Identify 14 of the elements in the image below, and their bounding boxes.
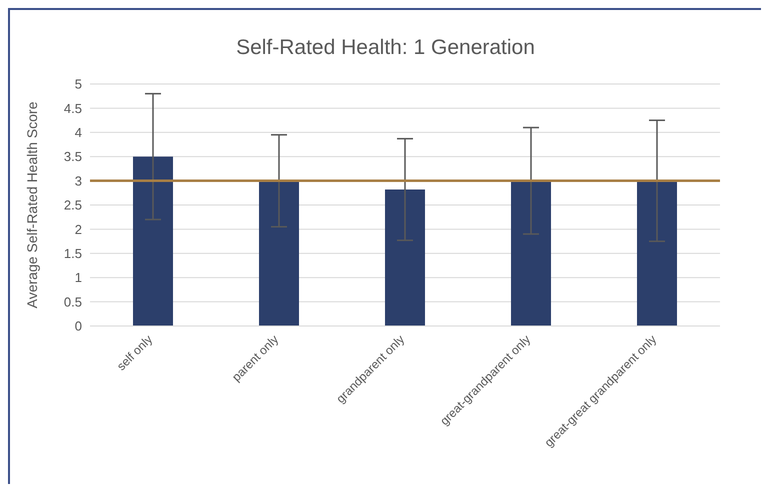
y-tick-label: 3 <box>74 173 82 188</box>
y-tick-label: 3.5 <box>64 149 82 164</box>
y-tick-label: 1.5 <box>64 246 82 262</box>
chart-title: Self-Rated Health: 1 Generation <box>235 36 536 61</box>
x-tick-label: self only <box>114 332 156 374</box>
y-tick-label: 4.5 <box>64 100 82 116</box>
y-tick-label: 4 <box>74 125 82 140</box>
y-tick-label: 2.5 <box>64 198 82 213</box>
y-tick-label: 0.5 <box>64 294 82 310</box>
y-tick-label: 5 <box>74 76 82 92</box>
y-tick-label: 2 <box>74 222 82 237</box>
y-axis-title: Average Self-Rated Health Score <box>24 101 40 308</box>
y-tick-label: 1 <box>74 270 82 286</box>
y-tick-label: 0 <box>74 318 82 334</box>
